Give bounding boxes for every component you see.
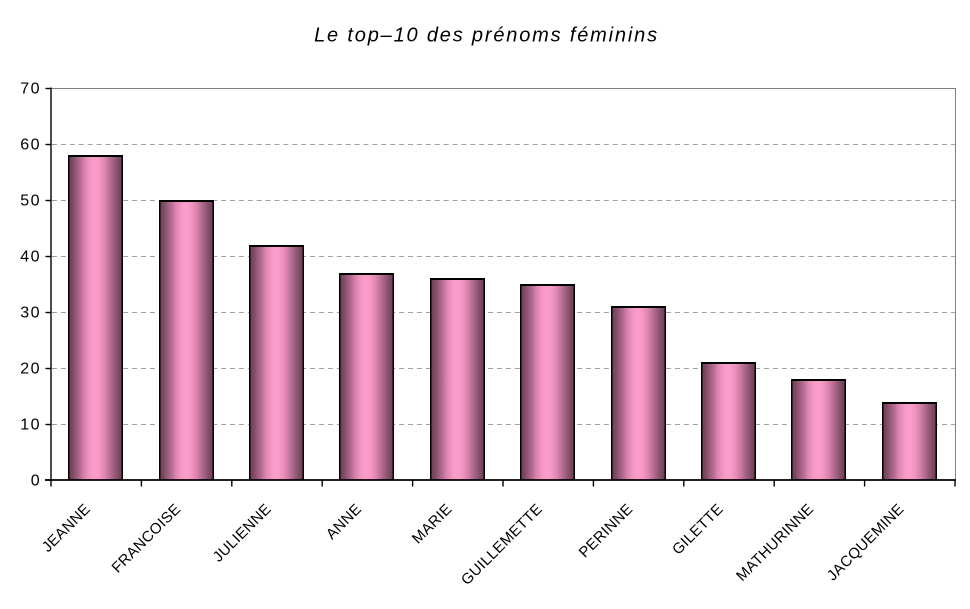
svg-text:40: 40 (20, 249, 41, 266)
svg-text:Le top–10 des prénoms féminins: Le top–10 des prénoms féminins (314, 24, 659, 46)
svg-text:70: 70 (20, 81, 41, 98)
svg-text:50: 50 (20, 193, 41, 210)
svg-text:0: 0 (31, 473, 42, 490)
svg-text:20: 20 (20, 361, 41, 378)
svg-text:10: 10 (20, 417, 41, 434)
svg-text:60: 60 (20, 137, 41, 154)
svg-text:30: 30 (20, 305, 41, 322)
